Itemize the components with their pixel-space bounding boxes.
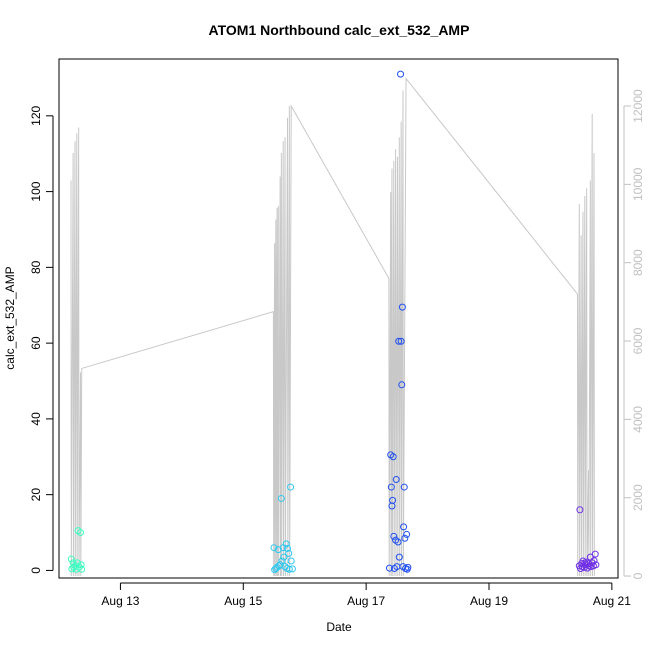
data-point (397, 337, 405, 345)
data-point (284, 544, 292, 552)
secondary-line-layer (70, 77, 595, 577)
y2-tick-label: 2000 (631, 484, 645, 511)
y2-tick-label: 12000 (631, 89, 645, 123)
x-tick-label: Aug 17 (347, 594, 385, 608)
points-layer (67, 70, 600, 574)
chart-title: ATOM1 Northbound calc_ext_532_AMP (209, 22, 470, 38)
data-point (401, 534, 409, 542)
y-axis-right: 0 2000 4000 6000 8000 10000 12000 (623, 89, 645, 579)
y2-tick-label: 8000 (631, 249, 645, 276)
data-point (403, 530, 411, 538)
data-point (397, 70, 405, 78)
data-point (285, 549, 293, 557)
data-point (577, 565, 585, 573)
data-point (400, 483, 408, 491)
plot-frame (58, 58, 619, 579)
x-axis: Aug 13 Aug 15 Aug 17 Aug 19 Aug 21 (101, 582, 631, 608)
data-point (390, 532, 398, 540)
data-point (404, 563, 412, 571)
data-point (280, 553, 288, 561)
data-point (287, 483, 295, 491)
data-point (385, 564, 393, 572)
y2-tick-label: 4000 (631, 406, 645, 433)
data-point (398, 381, 406, 389)
data-point (592, 561, 600, 569)
data-point (576, 506, 584, 514)
secondary-series-line (70, 77, 595, 577)
data-point (392, 476, 400, 483)
x-tick-label: Aug 13 (101, 594, 139, 608)
data-point (288, 565, 296, 573)
data-point (389, 453, 397, 461)
y-tick-label: 40 (29, 412, 43, 426)
data-point (395, 337, 403, 345)
data-point (73, 559, 81, 567)
data-point (270, 544, 278, 552)
x-tick-label: Aug 15 (224, 594, 262, 608)
y2-tick-label: 10000 (631, 167, 645, 201)
data-point (591, 550, 599, 558)
data-point (583, 564, 591, 572)
data-point (389, 496, 397, 504)
x-tick-label: Aug 19 (470, 594, 508, 608)
data-point (588, 559, 596, 567)
y-tick-label: 0 (29, 567, 43, 574)
y-tick-label: 80 (29, 260, 43, 274)
data-point (78, 565, 86, 573)
data-point (282, 540, 290, 548)
data-point (287, 557, 295, 565)
data-point (395, 553, 403, 561)
x-axis-label: Date (326, 620, 352, 634)
y2-tick-label: 0 (631, 572, 645, 579)
y-axis-left: 0 20 40 60 80 100 120 (29, 105, 54, 574)
data-point (285, 565, 293, 573)
y-tick-label: 120 (29, 105, 43, 125)
data-point (67, 555, 75, 563)
y-axis-label: calc_ext_532_AMP (3, 266, 17, 369)
y-tick-label: 100 (29, 181, 43, 201)
data-point (278, 557, 286, 565)
data-point (394, 538, 402, 546)
data-point (77, 529, 84, 537)
y2-tick-label: 6000 (631, 327, 645, 354)
data-point (590, 557, 598, 565)
data-point (400, 523, 408, 531)
y-tick-label: 20 (29, 488, 43, 502)
y-tick-label: 60 (29, 336, 43, 350)
data-point (77, 561, 85, 569)
data-point (398, 303, 406, 311)
data-point (277, 494, 285, 502)
x-tick-label: Aug 21 (593, 594, 631, 608)
data-point (387, 483, 395, 491)
